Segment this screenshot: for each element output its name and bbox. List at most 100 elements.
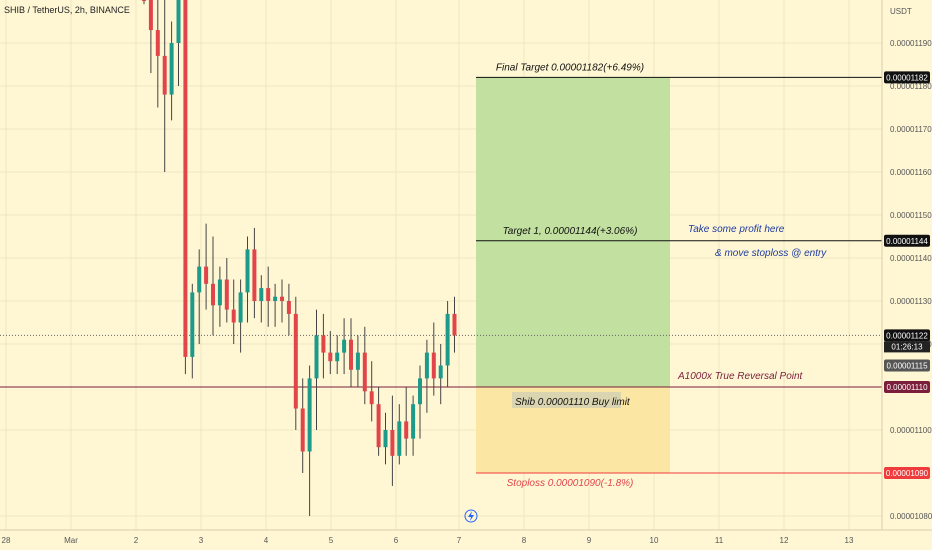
time-tick-labels: 28 Mar 2 3 4 5 6 7 8 9 10 11 12 13 (2, 536, 854, 545)
price-tag-label: 0.00001122 (886, 331, 928, 340)
price-tag-bg (884, 234, 930, 247)
candle[interactable] (266, 266, 271, 327)
candle[interactable] (231, 279, 236, 345)
entry-label: Shib 0.00001110 Buy limit (515, 397, 631, 408)
candle-body (273, 296, 278, 301)
candle[interactable] (273, 283, 278, 327)
candle[interactable] (217, 266, 222, 327)
price-tag: 0.00001110 (884, 381, 930, 393)
time-tick-label: 2 (134, 536, 139, 545)
candle-body (252, 249, 257, 301)
price-tag-label: 0.00001144 (886, 237, 928, 246)
candle-body (424, 352, 429, 379)
candle[interactable] (245, 236, 250, 323)
candle-body (335, 352, 340, 362)
candle[interactable] (438, 344, 443, 405)
candle[interactable] (204, 223, 209, 310)
candle[interactable] (183, 0, 188, 375)
candle[interactable] (445, 301, 450, 387)
candle[interactable] (155, 0, 160, 108)
candle-body (162, 55, 167, 95)
price-tick-label: 0.00001180 (890, 82, 932, 91)
candle[interactable] (259, 275, 264, 323)
candle[interactable] (404, 387, 409, 456)
time-tick-label: Mar (64, 536, 78, 545)
price-tag: 0.00001090 (884, 467, 930, 479)
candle-body (342, 339, 347, 353)
candle[interactable] (300, 378, 305, 473)
candle[interactable] (418, 365, 422, 439)
candle-body (438, 365, 443, 379)
candle[interactable] (286, 283, 291, 336)
candle[interactable] (335, 335, 340, 375)
candle-body (362, 352, 367, 392)
candle[interactable] (280, 279, 284, 323)
time-tick-label: 11 (715, 536, 724, 545)
price-axis[interactable] (882, 0, 932, 530)
candle-body (328, 352, 333, 362)
time-tick-label: 9 (587, 536, 592, 545)
candle-body (204, 266, 209, 284)
candle[interactable] (197, 249, 202, 344)
time-tick-label: 6 (394, 536, 399, 545)
time-tick-label: 8 (522, 536, 527, 545)
time-tick-label: 13 (845, 536, 854, 545)
candle[interactable] (293, 296, 298, 430)
candle-body (314, 335, 319, 379)
candle[interactable] (355, 335, 360, 387)
candle[interactable] (376, 387, 381, 456)
candle-body (369, 391, 374, 405)
candle-body (211, 283, 215, 306)
candle[interactable] (176, 0, 181, 86)
currency-label: USDT (890, 7, 912, 16)
candle-body (293, 313, 298, 409)
candle[interactable] (369, 361, 374, 422)
lightning-icon[interactable] (464, 509, 478, 523)
candle-body (397, 421, 402, 456)
candle[interactable] (362, 326, 367, 405)
candle[interactable] (349, 318, 353, 387)
candle[interactable] (411, 395, 416, 456)
candle[interactable] (148, 0, 153, 74)
candle[interactable] (383, 412, 388, 465)
candle[interactable] (190, 283, 195, 379)
price-tag: 0.00001182 (884, 71, 930, 84)
price-tag-bg (884, 467, 930, 479)
candle[interactable] (314, 309, 319, 430)
time-tick-label: 10 (650, 536, 659, 545)
candle-body (300, 408, 305, 452)
final-target-label: Final Target 0.00001182(+6.49%) (496, 62, 644, 73)
candle[interactable] (238, 279, 243, 353)
candle[interactable] (321, 313, 326, 379)
candle[interactable] (397, 404, 402, 465)
candle[interactable] (452, 296, 457, 353)
candle[interactable] (307, 365, 312, 517)
candle[interactable] (224, 258, 229, 323)
candle[interactable] (169, 21, 174, 121)
candle-body (307, 378, 312, 452)
candle[interactable] (424, 339, 429, 413)
candle-body (148, 0, 153, 31)
time-tick-label: 7 (457, 536, 462, 545)
candle[interactable] (211, 236, 215, 336)
candle[interactable] (142, 0, 146, 5)
price-tags: 0.00001182 0.00001144 0.00001122 0.00001115… (884, 71, 930, 479)
candle[interactable] (328, 331, 333, 375)
candle-body (190, 292, 195, 357)
candle-body (245, 249, 250, 293)
candle-body (321, 335, 326, 353)
candle-body (176, 0, 181, 43)
candle[interactable] (390, 395, 395, 486)
candle[interactable] (342, 318, 347, 375)
price-tag-label: 0.00001090 (886, 469, 929, 478)
candle[interactable] (252, 227, 257, 319)
price-tag-bg (884, 71, 930, 84)
candle[interactable] (431, 322, 436, 396)
candle-body (142, 0, 146, 1)
time-axis[interactable] (0, 530, 932, 550)
candle[interactable] (162, 0, 167, 172)
price-tick-label: 0.00001170 (890, 125, 932, 134)
entry-label-bg (512, 392, 621, 408)
candle-body (452, 313, 457, 336)
